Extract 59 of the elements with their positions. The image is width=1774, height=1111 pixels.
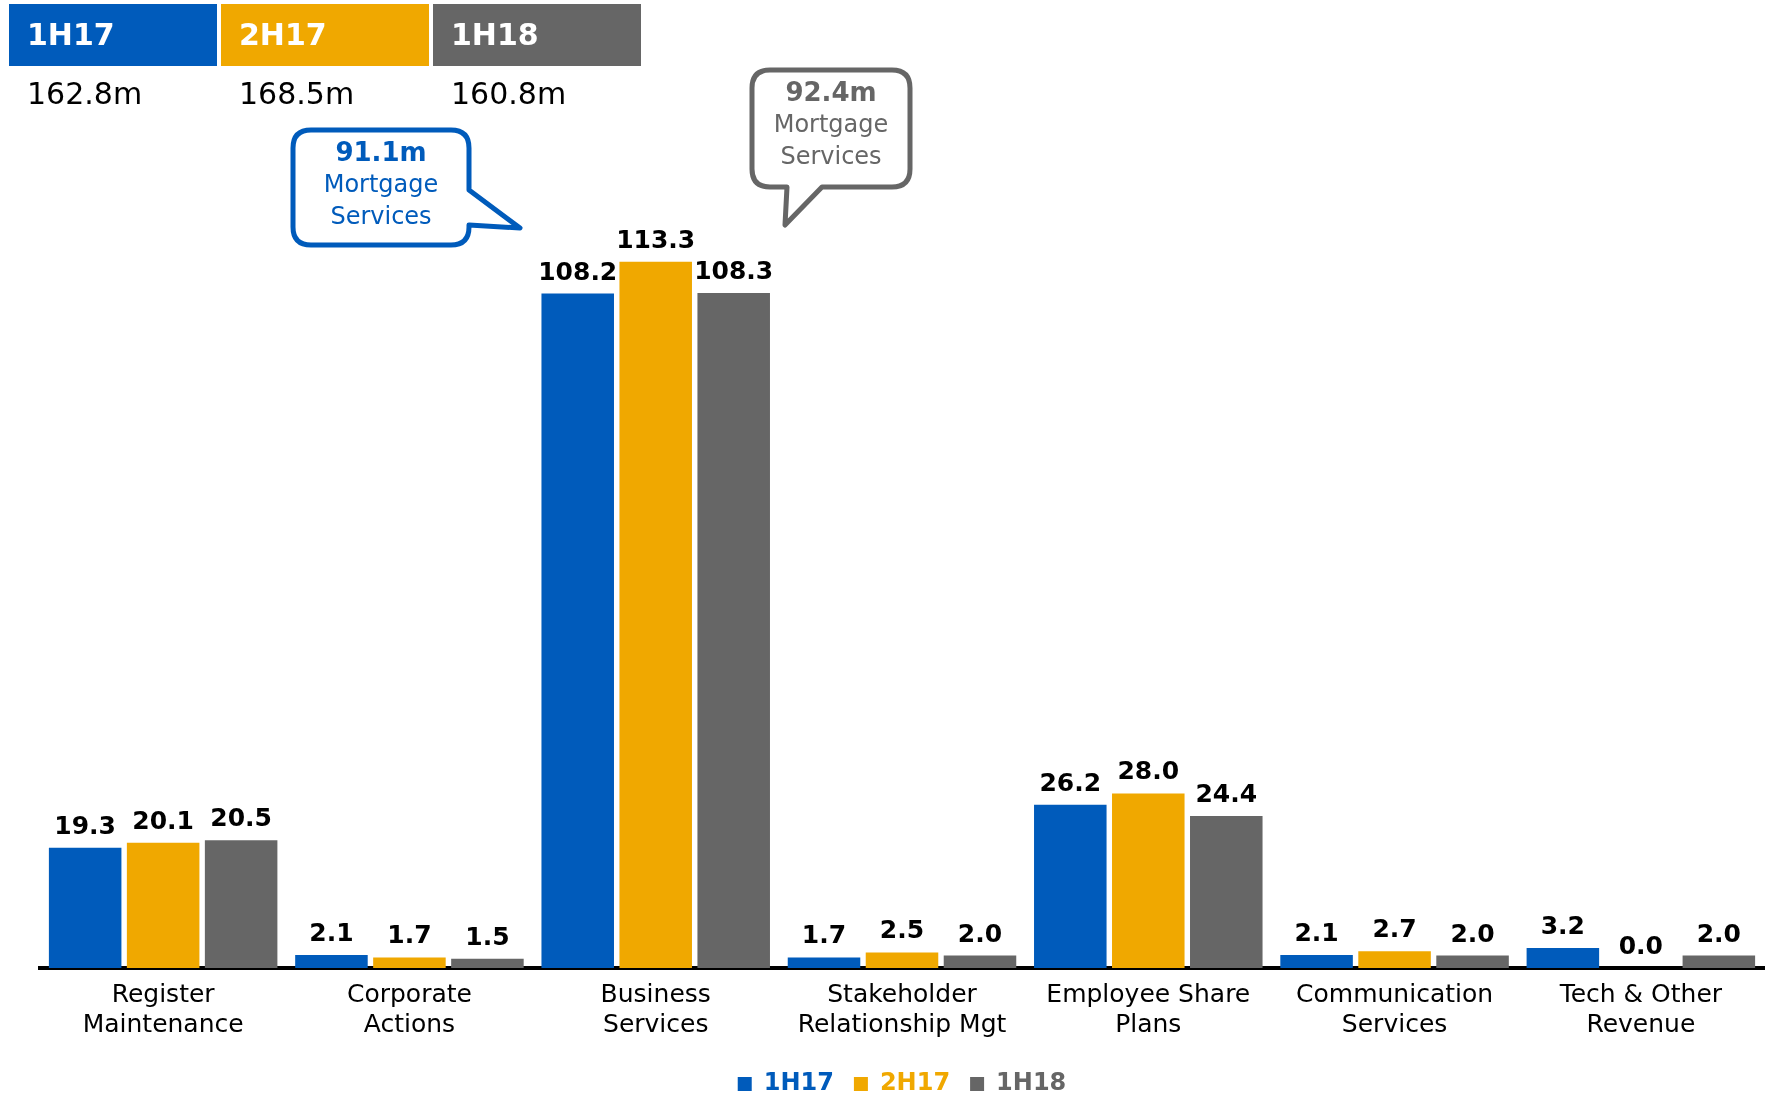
data-label: 24.4 <box>1195 778 1258 808</box>
data-label: 2.0 <box>1450 918 1495 948</box>
bar <box>787 957 861 968</box>
data-label: 1.5 <box>465 921 510 951</box>
data-label: 19.3 <box>54 810 116 840</box>
bar <box>1034 804 1107 968</box>
bar <box>204 840 278 968</box>
data-label: 1.7 <box>801 920 847 950</box>
data-label: 2.1 <box>1294 917 1339 947</box>
data-label: 2.0 <box>957 918 1003 948</box>
data-label: 108.2 <box>538 256 618 286</box>
bar <box>1112 793 1185 968</box>
x-tick-label: Business Services <box>600 978 711 1038</box>
x-tick-label: Register Maintenance <box>82 978 244 1038</box>
bar <box>373 957 446 968</box>
bar <box>1682 955 1756 968</box>
x-tick-label: Communication Services <box>1296 978 1494 1038</box>
bar <box>1190 815 1263 968</box>
legend-label: 1H17 <box>763 1068 834 1097</box>
bar <box>1358 951 1431 968</box>
x-tick-label: Employee Share Plans <box>1046 978 1251 1038</box>
data-label: 3.2 <box>1540 911 1586 941</box>
text: 1H18 <box>451 17 539 52</box>
bar <box>1526 948 1600 968</box>
data-label: 2.0 <box>1696 918 1741 948</box>
bar <box>295 954 368 968</box>
bar <box>1436 955 1509 968</box>
text: 1H17 <box>27 17 115 52</box>
text: 160.8m <box>450 75 568 111</box>
text: 2H17 <box>239 17 327 52</box>
bar <box>126 842 200 968</box>
data-label: 108.3 <box>694 255 774 285</box>
x-tick-label: Tech & Other Revenue <box>1558 978 1723 1038</box>
data-label: 20.1 <box>132 805 194 835</box>
data-label: 113.3 <box>616 224 696 254</box>
bar <box>451 958 524 968</box>
bar <box>697 292 770 968</box>
data-label: 2.7 <box>1372 914 1417 944</box>
data-label: 1.7 <box>387 920 432 950</box>
data-label: 2.1 <box>309 917 354 947</box>
data-label: 2.5 <box>879 915 925 945</box>
data-label: 26.2 <box>1039 767 1102 797</box>
data-label: 20.5 <box>210 803 272 833</box>
legend-label: 2H17 <box>879 1068 951 1097</box>
bar <box>48 847 122 968</box>
legend-label: 1H18 <box>996 1068 1067 1097</box>
data-label: 0.0 <box>1618 931 1664 960</box>
bar <box>1280 954 1353 968</box>
bar <box>865 952 939 968</box>
x-tick-label: Stakeholder Relationship Mgt <box>797 978 1007 1038</box>
text: 168.5m <box>238 75 356 111</box>
text: 91.1m Mortgage Services <box>322 136 440 232</box>
text: 162.8m <box>26 75 144 111</box>
data-label: 28.0 <box>1117 756 1180 786</box>
bar <box>541 293 614 968</box>
x-tick-label: Corporate Actions <box>346 978 472 1038</box>
text: 92.4m Mortgage Services <box>772 76 890 172</box>
bar <box>619 261 692 968</box>
bar <box>943 955 1017 968</box>
